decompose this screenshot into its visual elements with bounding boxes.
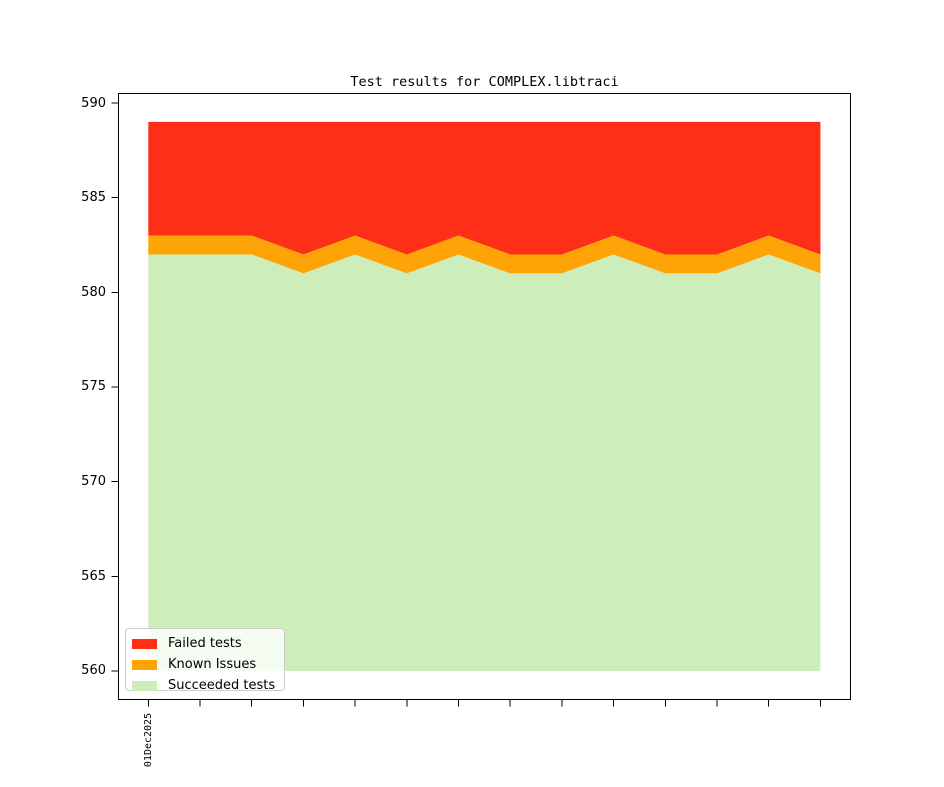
- legend-item-failed-tests: Failed tests: [132, 633, 284, 654]
- legend-item-known-issues: Known Issues: [132, 654, 284, 675]
- y-tick-label: 570: [81, 474, 106, 490]
- area-failed-tests: [148, 121, 821, 255]
- area-succeeded-tests: [148, 254, 821, 671]
- legend-swatch-failed-icon: [132, 638, 157, 649]
- y-tick-label: 585: [81, 190, 106, 206]
- y-tick-label: 565: [81, 568, 106, 584]
- legend: Failed tests Known Issues Succeeded test…: [125, 628, 285, 693]
- legend-label-failed: Failed tests: [168, 636, 242, 651]
- y-tick-label: 575: [81, 379, 106, 395]
- area-known-issues: [148, 235, 821, 274]
- chart-title: Test results for COMPLEX.libtraci: [350, 74, 619, 90]
- y-tick-label: 580: [81, 284, 106, 300]
- y-tick-label: 560: [81, 663, 106, 679]
- legend-label-succeeded: Succeeded tests: [168, 678, 276, 693]
- legend-item-succeeded-tests: Succeeded tests: [132, 675, 284, 696]
- legend-label-known-issues: Known Issues: [168, 657, 257, 672]
- legend-swatch-known-issues-icon: [132, 659, 157, 670]
- y-tick-label: 590: [81, 95, 106, 111]
- x-tick-label-date: 01Dec2025: [143, 712, 154, 768]
- plot-border: [118, 93, 851, 700]
- legend-swatch-succeeded-icon: [132, 680, 157, 691]
